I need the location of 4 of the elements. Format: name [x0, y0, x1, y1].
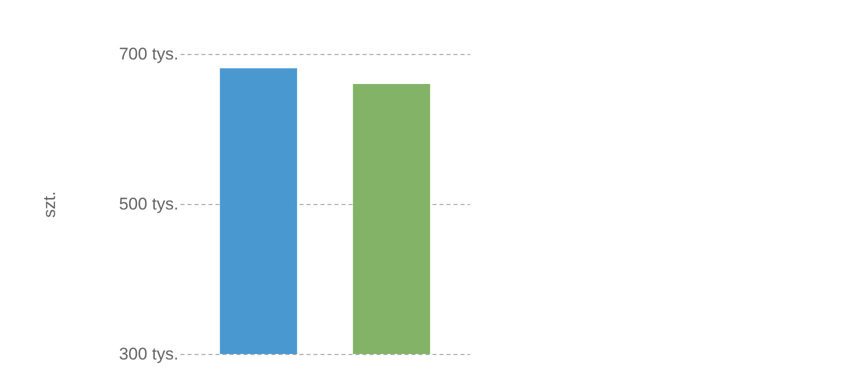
y-axis-title: szt. — [40, 191, 59, 218]
y-tick-label: 300 tys. — [118, 344, 178, 364]
y-tick-label: 500 tys. — [118, 194, 178, 214]
y-tick-label: 700 tys. — [118, 44, 178, 64]
